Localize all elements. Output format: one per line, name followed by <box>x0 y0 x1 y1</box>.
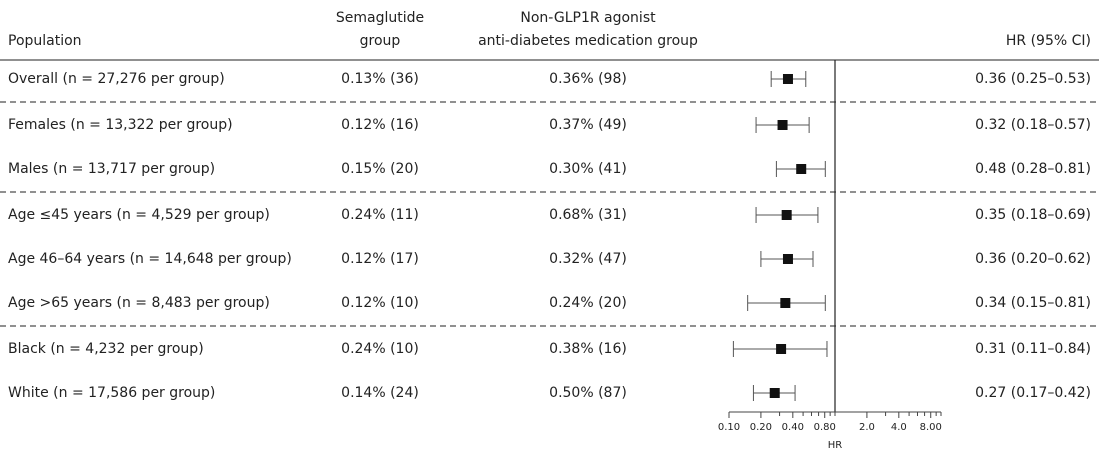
hr-marker <box>782 74 793 84</box>
semaglutide-value: 0.13% (36) <box>341 71 419 87</box>
population-label: Age ≤45 years (n = 4,529 per group) <box>8 207 270 223</box>
comparator-value: 0.50% (87) <box>549 385 627 401</box>
header-comparator: Non-GLP1R agonist <box>520 10 656 26</box>
hr-label: 0.34 (0.15–0.81) <box>975 295 1091 311</box>
hr-label: 0.36 (0.25–0.53) <box>975 71 1091 87</box>
hr-marker <box>776 344 787 354</box>
hr-label: 0.35 (0.18–0.69) <box>975 207 1091 223</box>
x-tick-label: 0.20 <box>750 422 772 433</box>
x-axis-label: HR <box>828 440 843 451</box>
header-semaglutide: Semaglutide <box>336 10 424 26</box>
x-tick-label: 0.40 <box>782 422 804 433</box>
x-tick-label: 4.0 <box>891 422 907 433</box>
header-comparator: anti-diabetes medication group <box>478 33 698 49</box>
population-label: Overall (n = 27,276 per group) <box>8 71 225 87</box>
hr-label: 0.27 (0.17–0.42) <box>975 385 1091 401</box>
comparator-value: 0.37% (49) <box>549 117 627 133</box>
hr-marker <box>777 120 788 130</box>
x-tick-label: 0.10 <box>718 422 740 433</box>
hr-marker <box>782 254 793 264</box>
semaglutide-value: 0.24% (10) <box>341 341 419 357</box>
hr-marker <box>780 298 791 308</box>
population-label: Males (n = 13,717 per group) <box>8 161 215 177</box>
semaglutide-value: 0.24% (11) <box>341 207 419 223</box>
hr-label: 0.32 (0.18–0.57) <box>975 117 1091 133</box>
semaglutide-value: 0.12% (17) <box>341 251 419 267</box>
hr-marker <box>781 210 792 220</box>
population-label: Age 46–64 years (n = 14,648 per group) <box>8 251 292 267</box>
x-tick-label: 8.00 <box>920 422 942 433</box>
header-semaglutide: group <box>360 33 401 49</box>
comparator-value: 0.30% (41) <box>549 161 627 177</box>
semaglutide-value: 0.12% (16) <box>341 117 419 133</box>
population-label: Females (n = 13,322 per group) <box>8 117 233 133</box>
comparator-value: 0.68% (31) <box>549 207 627 223</box>
hr-marker <box>769 388 780 398</box>
population-label: Age >65 years (n = 8,483 per group) <box>8 295 270 311</box>
hr-label: 0.31 (0.11–0.84) <box>975 341 1091 357</box>
population-label: White (n = 17,586 per group) <box>8 385 215 401</box>
hr-label: 0.36 (0.20–0.62) <box>975 251 1091 267</box>
hr-marker <box>796 164 807 174</box>
semaglutide-value: 0.15% (20) <box>341 161 419 177</box>
header-population: Population <box>8 33 82 49</box>
comparator-value: 0.32% (47) <box>549 251 627 267</box>
header-hr: HR (95% CI) <box>1006 33 1091 49</box>
semaglutide-value: 0.14% (24) <box>341 385 419 401</box>
comparator-value: 0.36% (98) <box>549 71 627 87</box>
comparator-value: 0.38% (16) <box>549 341 627 357</box>
hr-label: 0.48 (0.28–0.81) <box>975 161 1091 177</box>
comparator-value: 0.24% (20) <box>549 295 627 311</box>
x-tick-label: 2.0 <box>859 422 875 433</box>
population-label: Black (n = 4,232 per group) <box>8 341 204 357</box>
semaglutide-value: 0.12% (10) <box>341 295 419 311</box>
x-tick-label: 0.80 <box>814 422 836 433</box>
